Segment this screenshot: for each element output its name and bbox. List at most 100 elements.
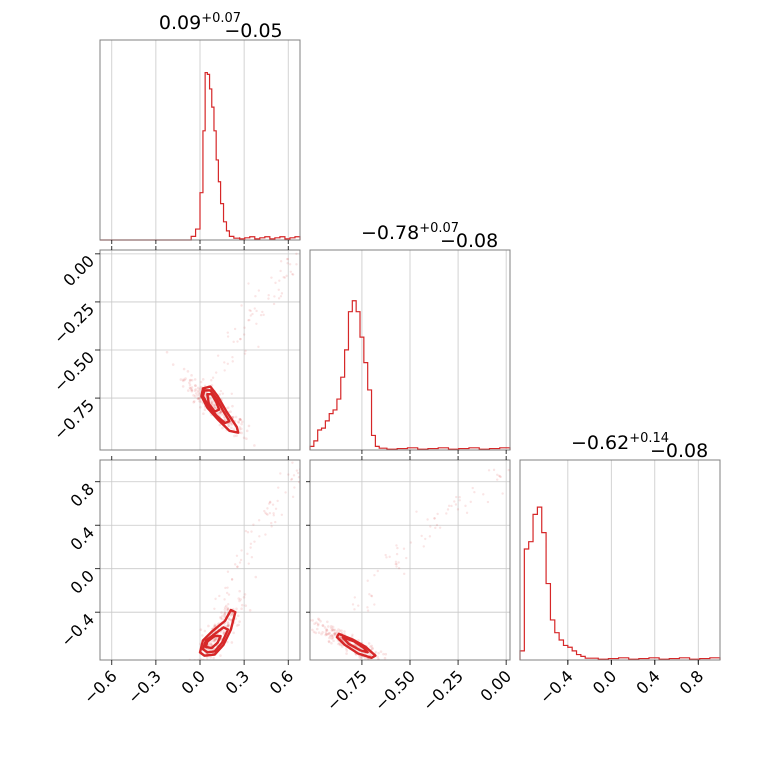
- sample-point: [277, 486, 280, 489]
- sample-point: [337, 628, 340, 631]
- contour-level-2: [206, 393, 221, 413]
- sample-point: [381, 665, 384, 668]
- sample-point: [338, 635, 342, 639]
- sample-point: [223, 615, 226, 619]
- sample-point: [237, 597, 241, 600]
- hist-panel-1: −0.78+0.07−0.08: [309, 221, 511, 454]
- sample-point: [373, 573, 376, 577]
- sample-point: [501, 492, 504, 495]
- sample-point: [395, 552, 399, 556]
- sample-point: [326, 632, 330, 636]
- x-tick-label: 0.4: [632, 667, 663, 698]
- sample-point: [218, 393, 222, 396]
- sample-point: [183, 378, 186, 382]
- sample-point: [184, 377, 187, 380]
- sample-point: [433, 517, 436, 520]
- sample-point: [397, 561, 400, 564]
- sample-point: [219, 389, 223, 393]
- sample-point: [219, 410, 222, 414]
- sample-point: [220, 617, 224, 621]
- sample-point: [274, 281, 277, 285]
- sample-point: [227, 622, 230, 625]
- sample-point: [376, 569, 379, 573]
- sample-point: [171, 363, 175, 366]
- sample-point: [268, 511, 272, 515]
- sample-point: [237, 623, 240, 627]
- sample-point: [182, 367, 186, 371]
- sample-point: [245, 429, 249, 433]
- sample-point: [261, 310, 264, 314]
- sample-point: [242, 595, 246, 599]
- sample-point: [270, 276, 273, 279]
- sample-point: [290, 477, 294, 481]
- sample-point: [200, 663, 203, 666]
- x-tick-label: 0.00: [477, 667, 516, 706]
- sample-point: [325, 628, 328, 631]
- sample-point: [238, 426, 242, 429]
- sample-point: [236, 565, 239, 569]
- sample-point: [285, 274, 288, 278]
- sample-point: [198, 396, 201, 400]
- sample-point: [239, 418, 242, 421]
- sample-point: [311, 628, 314, 632]
- sample-point: [194, 388, 198, 391]
- sample-point: [190, 386, 194, 389]
- sample-point: [212, 640, 216, 643]
- sample-point: [371, 661, 374, 664]
- sample-point: [230, 641, 234, 644]
- sample-point: [388, 555, 391, 559]
- sample-point: [238, 620, 241, 623]
- sample-point: [390, 661, 393, 664]
- sample-point: [232, 340, 235, 344]
- sample-point: [395, 544, 398, 547]
- x-tick-label: −0.3: [124, 667, 165, 708]
- sample-point: [193, 384, 197, 387]
- title-lower: −0.08: [650, 440, 708, 462]
- sample-point: [497, 474, 501, 477]
- sample-point: [221, 392, 225, 395]
- sample-point: [216, 354, 220, 357]
- sample-point: [320, 632, 323, 636]
- sample-point: [331, 636, 335, 640]
- sample-point: [277, 297, 281, 300]
- sample-point: [317, 631, 321, 634]
- sample-point: [326, 620, 329, 624]
- sample-point: [193, 400, 196, 403]
- sample-point: [198, 399, 201, 403]
- sample-point: [239, 337, 242, 341]
- sample-point: [311, 619, 314, 622]
- sample-point: [240, 420, 244, 424]
- sample-point: [507, 468, 510, 472]
- sample-point: [210, 643, 213, 647]
- sample-point: [369, 645, 372, 648]
- param-title-0: 0.09+0.07: [159, 11, 241, 34]
- sample-point: [436, 512, 439, 516]
- sample-point: [181, 385, 185, 388]
- sample-point: [170, 719, 173, 722]
- y-tick-label: 0.0: [67, 566, 98, 597]
- sample-point: [251, 312, 254, 316]
- sample-point: [331, 625, 335, 629]
- x-tick-label: 0.0: [589, 667, 620, 698]
- sample-point: [189, 387, 192, 390]
- sample-point: [199, 380, 203, 384]
- sample-point: [238, 589, 241, 593]
- sample-point: [379, 650, 383, 653]
- sample-point: [291, 461, 294, 464]
- title-lower: −0.08: [440, 230, 498, 252]
- sample-point: [292, 474, 296, 477]
- sample-point: [244, 529, 248, 533]
- sample-point: [210, 639, 214, 643]
- sample-point: [240, 431, 243, 435]
- sample-point: [253, 540, 256, 543]
- sample-point: [254, 575, 258, 579]
- sample-point: [269, 501, 272, 504]
- sample-point: [325, 629, 329, 632]
- sample-point: [250, 530, 253, 533]
- scatter-panel-1-2: [309, 459, 511, 668]
- sample-point: [231, 360, 234, 363]
- sample-point: [255, 309, 258, 313]
- sample-point: [213, 624, 216, 628]
- sample-point: [338, 629, 342, 632]
